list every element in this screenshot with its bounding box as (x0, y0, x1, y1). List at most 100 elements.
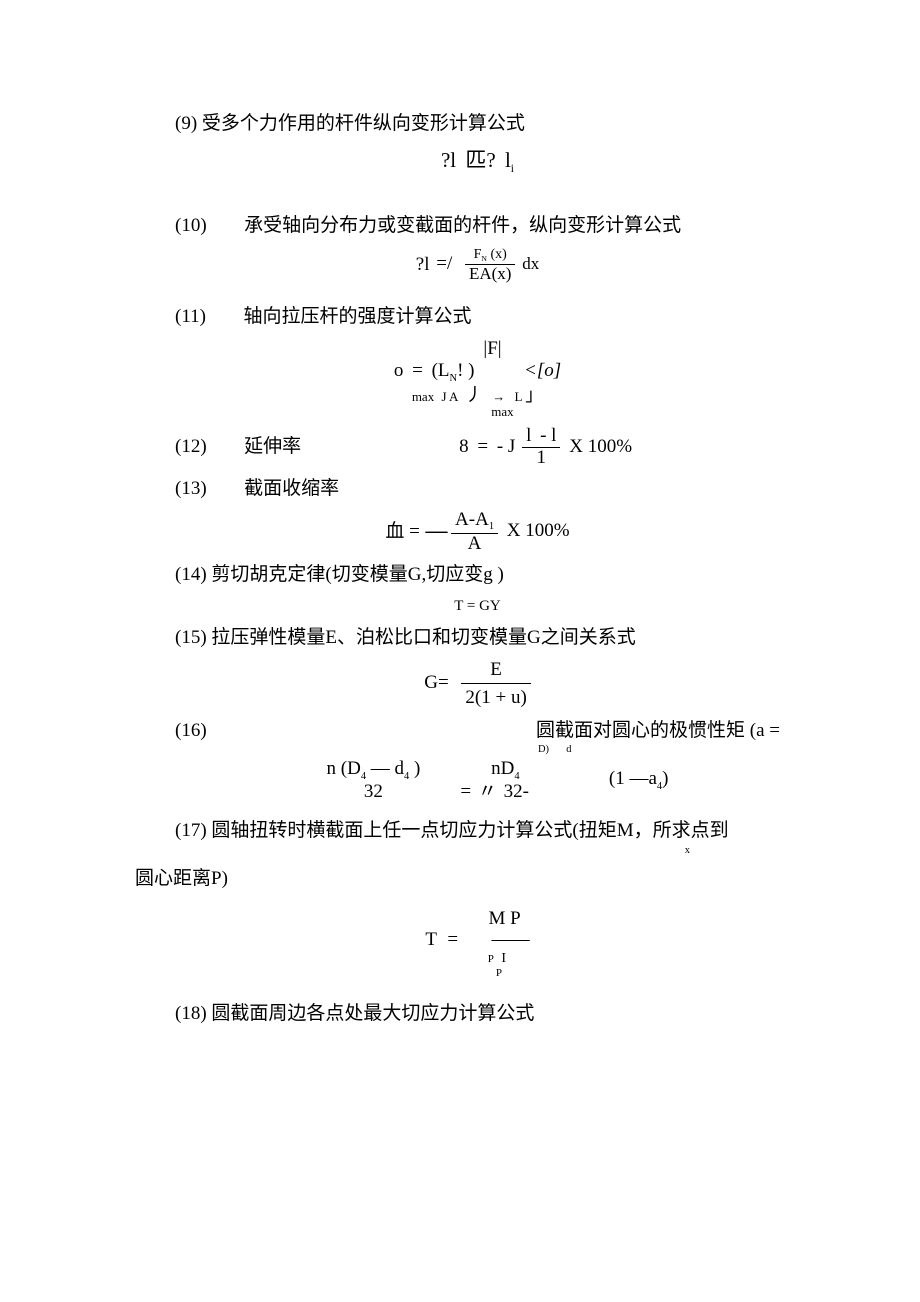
item-number: (14) (175, 564, 207, 585)
item-title-a: 圆轴扭转时横截面上任一点切应力计算公式(扭矩M (211, 820, 633, 841)
formula-15: G= E 2(1 + u) (175, 658, 780, 709)
f12-nt2: - l (540, 425, 556, 446)
f15-num: E (461, 658, 530, 684)
item-16: (16) 圆截面对圆心的极惯性矩 (a = D) d (175, 717, 780, 755)
f17-b2: P (496, 967, 502, 979)
item-number: (13) (175, 478, 207, 499)
f11-l3-mid: J A (441, 389, 457, 404)
f16-lt2: — d (371, 758, 404, 779)
f17-dash: —— (492, 929, 530, 950)
item-number: (11) (175, 306, 206, 327)
formula-12: 8 = - J l - l 1 X 100% (301, 426, 780, 469)
f16-mb: 32- (504, 781, 529, 802)
f9-mid: 匹? (465, 148, 495, 172)
f16-r1: (1 —a (609, 768, 657, 789)
f16a-r: d (566, 744, 571, 755)
item-9: (9) 受多个力作用的杆件纵向变形计算公式 (175, 110, 780, 139)
item-tail: (a = (750, 720, 780, 741)
f12-lhs: 8 (459, 436, 469, 457)
f11-l3-left: max (412, 389, 434, 404)
f16-meq: = (460, 781, 471, 802)
f17-lhs: T (425, 929, 436, 950)
f15-frac: E 2(1 + u) (461, 658, 530, 709)
item-number: (12) (175, 436, 207, 457)
f15-lhs: G= (424, 672, 448, 693)
f13-den: A (451, 534, 498, 555)
item-title: 延伸率 (244, 436, 301, 457)
f9-sub: i (511, 163, 514, 175)
formula-11: |F| o = (LN! ) <[o] max J A 丿 → L 」 max (175, 338, 780, 420)
formula-13: 血 = ----- A-A1 A X 100% (175, 510, 780, 555)
f11-b3: ! (457, 360, 463, 381)
f11-eq: = (412, 360, 423, 381)
item-17-line2: 圆心距离P) (135, 865, 780, 894)
f16-mid: = nD4 = 〃 32- (460, 759, 529, 801)
f15-den: 2(1 + u) (461, 684, 530, 709)
f12-j: J (508, 436, 515, 457)
item-10: (10) 承受轴向分布力或变截面的杆件，纵向变形计算公式 (175, 212, 780, 241)
f16-mt: nD (491, 758, 514, 779)
item-16-title-block: 圆截面对圆心的极惯性矩 (a = D) d (536, 717, 780, 755)
item-17: (17) 圆轴扭转时横截面上任一点切应力计算公式(扭矩M，所求点到 x (175, 817, 780, 855)
item-number: (18) (175, 1003, 207, 1024)
f17-eq: = (447, 929, 458, 950)
f16a-subs: D) d (536, 745, 780, 754)
f13-lhs: 血 (385, 520, 404, 541)
f11-right: <[o] (524, 360, 561, 381)
f13-dash: ----- (425, 520, 447, 541)
f17-br: I (501, 951, 506, 966)
item-number: (15) (175, 627, 207, 648)
f10-eq: =/ (436, 253, 452, 274)
f16-lt-s: 4 (361, 771, 366, 782)
i17-sub-x: x (685, 845, 690, 856)
f12-frac: l - l 1 (522, 426, 560, 469)
formula-9: ?l 匹? li (175, 145, 780, 179)
f11-l3-arrow: → (492, 389, 505, 404)
item-11: (11) 轴向拉压杆的强度计算公式 (175, 303, 780, 332)
item-title: 轴向拉压杆的强度计算公式 (243, 306, 471, 327)
document-page: (9) 受多个力作用的杆件纵向变形计算公式 ?l 匹? li (10) 承受轴向… (0, 0, 920, 1302)
formula-14: T = GY (175, 595, 780, 618)
f11-l3-l: L (514, 389, 521, 404)
item-12-row: (12) 延伸率 8 = - J l - l 1 X 100% (175, 426, 780, 469)
item-title: 受多个力作用的杆件纵向变形计算公式 (202, 113, 525, 134)
f10-tail: dx (522, 254, 539, 273)
f16a-l: D) (538, 744, 549, 755)
f10-frac: FN (x) EA(x) (465, 247, 515, 284)
formula-10: ?l =/ FN (x) EA(x) dx (175, 247, 780, 284)
item-number: (9) (175, 113, 197, 134)
f13-nt-sub: 1 (489, 521, 494, 532)
item-14: (14) 剪切胡克定律(切变模量G,切应变g ) (175, 561, 780, 590)
item-number: (10) (175, 215, 207, 236)
formula-16: n (D4 — d4 ) 32 = nD4 = 〃 32- (1 —a4) (175, 759, 780, 801)
item-12: (12) 延伸率 (175, 433, 301, 462)
f16-mq: 〃 (478, 781, 497, 802)
f11-l3-br: 」 (525, 385, 543, 405)
f13-frac: A-A1 A (451, 510, 498, 555)
f10-den: EA(x) (465, 265, 515, 284)
item-title: 圆截面周边各点处最大切应力计算公式 (211, 1003, 534, 1024)
f12-den: 1 (522, 448, 560, 469)
f10-num-tail: (x) (490, 247, 506, 262)
f11-top: |F| (483, 338, 501, 359)
f11-c: ) (468, 360, 474, 381)
f16-lb: 32 (327, 782, 421, 801)
f11-a: o (394, 360, 404, 381)
f11-b: (L (432, 360, 450, 381)
item-18: (18) 圆截面周边各点处最大切应力计算公式 (175, 1000, 780, 1029)
f14-text: T = GY (454, 598, 501, 614)
f9-right: l (505, 148, 511, 172)
item-number: (17) (175, 820, 207, 841)
f16-mt-s: 4 (514, 771, 519, 782)
item-title: 承受轴向分布力或变截面的杆件，纵向变形计算公式 (244, 215, 681, 236)
item-title: 圆截面对圆心的极惯性矩 (536, 720, 745, 741)
f17-top: M P (489, 908, 521, 929)
f12-neg: - (497, 436, 503, 457)
f16-lt: n (D (327, 758, 361, 779)
f11-l3-j: 丿 (465, 385, 483, 405)
item-number: (16) (175, 717, 207, 746)
f11-b2: N (450, 373, 458, 384)
f16-r2: ) (662, 768, 668, 789)
f16-left: n (D4 — d4 ) 32 (327, 759, 421, 801)
f10-lhs: ?l (416, 253, 430, 274)
